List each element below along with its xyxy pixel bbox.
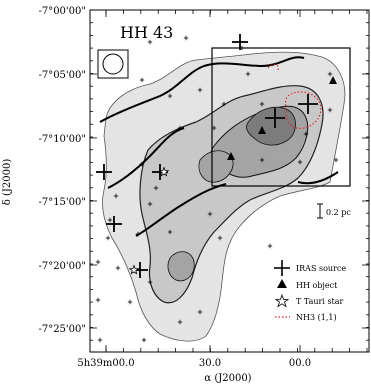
t-tauri-markers [128, 166, 170, 275]
hh-object-marker [329, 76, 337, 84]
y-tick-label: -7°25'00" [38, 324, 86, 335]
y-tick-label: -7°05'00" [38, 70, 86, 81]
thick-contour-north [99, 56, 305, 123]
x-tick-label: 30.0 [199, 358, 221, 369]
field-star-markers [95, 35, 339, 343]
hh-object-marker [258, 126, 266, 134]
contour-fills [102, 51, 346, 342]
x-axis-title: α (J2000) [204, 373, 251, 384]
t-tauri-marker [158, 166, 170, 177]
chart-title: HH 43 [120, 23, 173, 42]
legend-iras-cross-icon [274, 260, 290, 276]
legend-triangle-icon [277, 279, 287, 288]
legend-star-icon [274, 293, 290, 308]
nh3-contour-north [267, 63, 279, 71]
y-tick-label: -7°20'00" [38, 261, 86, 272]
contour-lines-thick [99, 56, 339, 237]
legend-label: T Tauri star [296, 297, 344, 306]
legend-label: IRAS source [296, 264, 346, 273]
thick-contour-east [297, 171, 339, 185]
x-tick-label: 00.0 [289, 358, 311, 369]
zoom-region-box [211, 47, 351, 187]
hh-object-markers [227, 76, 337, 160]
contour-level-3c [167, 251, 195, 282]
plot-frame [89, 9, 370, 353]
y-tick-label: -7°10'00" [38, 134, 86, 145]
legend-label: NH3 (1,1) [296, 313, 337, 322]
t-tauri-marker [128, 264, 140, 275]
scale-bar-label: 0.2 pc [326, 208, 351, 217]
y-tick-label: -7°15'00" [38, 197, 86, 208]
scale-bar [317, 203, 323, 219]
thick-contour-west [107, 127, 185, 189]
contour-level-3b [198, 150, 234, 183]
thick-contour-south [135, 183, 227, 237]
nh3-contour [284, 91, 322, 129]
hh-object-marker [227, 152, 235, 160]
y-axis-title: δ (J2000) [2, 159, 13, 206]
y-tick-labels: -7°00'00" -7°05'00" -7°10'00" -7°15'00" … [38, 6, 86, 335]
x-tick-label: 5h39m00.0 [77, 358, 134, 369]
x-tick-labels: 5h39m00.0 30.0 00.0 [77, 358, 311, 369]
beam-circle [102, 53, 124, 75]
axis-ticks [90, 9, 369, 352]
contour-level-4 [246, 106, 296, 146]
legend-label: HH object [296, 281, 338, 290]
y-tick-label: -7°00'00" [38, 6, 86, 17]
legend: IRAS source HH object T Tauri star NH3 (… [274, 260, 346, 322]
